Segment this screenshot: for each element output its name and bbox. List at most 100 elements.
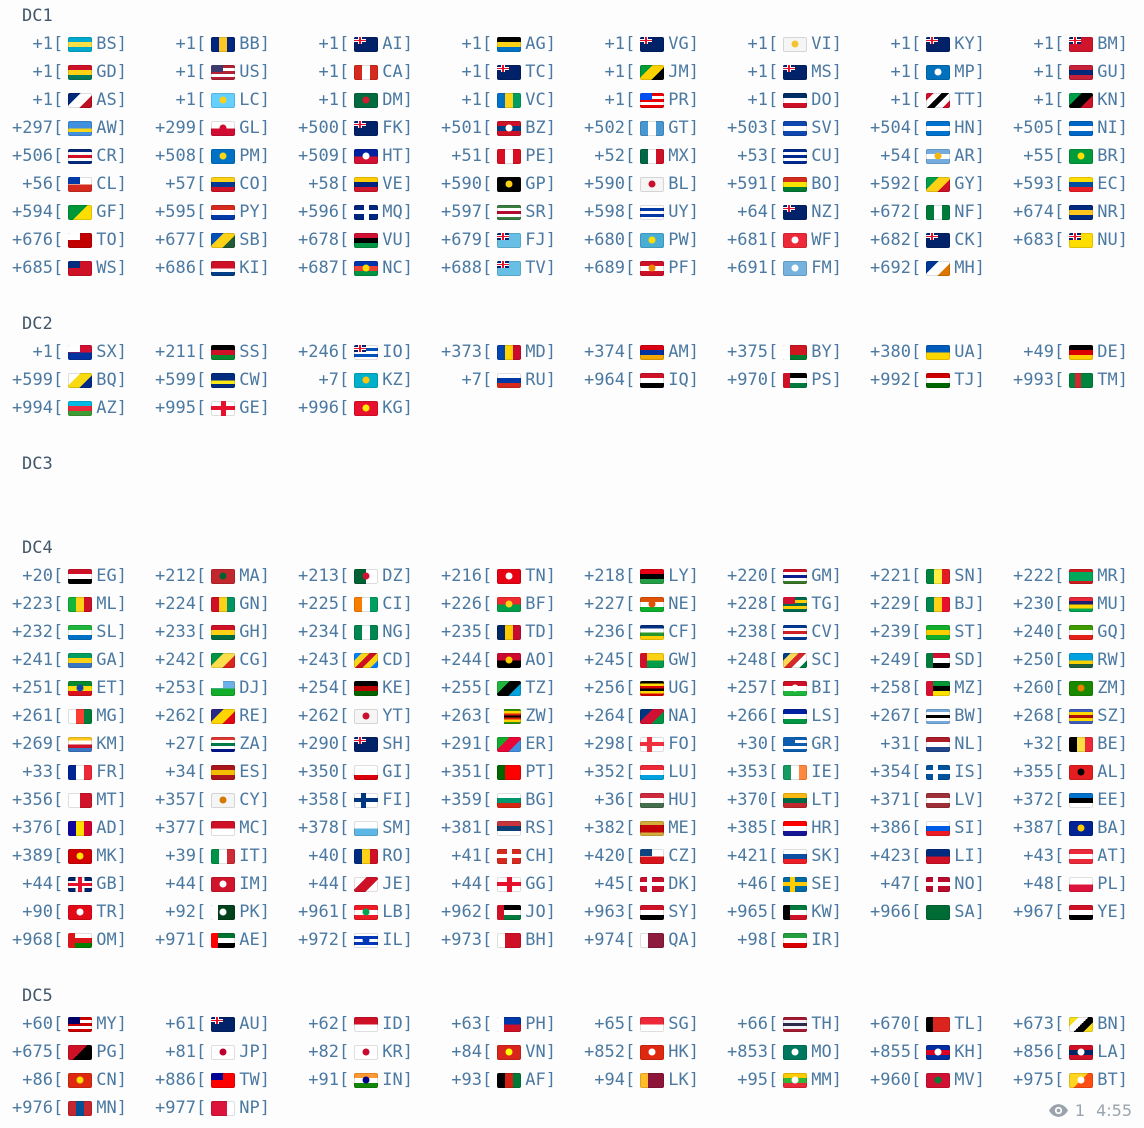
- dial-code-entry-kz[interactable]: +7[KZ]: [298, 370, 441, 390]
- dial-code-entry-fo[interactable]: +298[FO]: [584, 734, 727, 754]
- dial-code-entry-bh[interactable]: +973[BH]: [441, 930, 584, 950]
- dial-code-entry-mt[interactable]: +356[MT]: [12, 790, 155, 810]
- dial-code-entry-gd[interactable]: +1[GD]: [12, 62, 155, 82]
- dial-code-entry-bq[interactable]: +599[BQ]: [12, 370, 155, 390]
- dial-code-entry-cg[interactable]: +242[CG]: [155, 650, 298, 670]
- dial-code-entry-gf[interactable]: +594[GF]: [12, 202, 155, 222]
- dial-code-entry-lu[interactable]: +352[LU]: [584, 762, 727, 782]
- dial-code-entry-wf[interactable]: +681[WF]: [727, 230, 870, 250]
- dial-code-entry-re[interactable]: +262[RE]: [155, 706, 298, 726]
- dial-code-entry-ba[interactable]: +387[BA]: [1013, 818, 1144, 838]
- dial-code-entry-cv[interactable]: +238[CV]: [727, 622, 870, 642]
- dial-code-entry-gm[interactable]: +220[GM]: [727, 566, 870, 586]
- dial-code-entry-cd[interactable]: +243[CD]: [298, 650, 441, 670]
- dial-code-entry-ag[interactable]: +1[AG]: [441, 34, 584, 54]
- dial-code-entry-ug[interactable]: +256[UG]: [584, 678, 727, 698]
- dial-code-entry-aw[interactable]: +297[AW]: [12, 118, 155, 138]
- dial-code-entry-ps[interactable]: +970[PS]: [727, 370, 870, 390]
- dial-code-entry-mo[interactable]: +853[MO]: [727, 1042, 870, 1062]
- dial-code-entry-fr[interactable]: +33[FR]: [12, 762, 155, 782]
- dial-code-entry-se[interactable]: +46[SE]: [727, 874, 870, 894]
- dial-code-entry-vc[interactable]: +1[VC]: [441, 90, 584, 110]
- dial-code-entry-ro[interactable]: +40[RO]: [298, 846, 441, 866]
- dial-code-entry-ge[interactable]: +995[GE]: [155, 398, 298, 418]
- dial-code-entry-ki[interactable]: +686[KI]: [155, 258, 298, 278]
- dial-code-entry-sm[interactable]: +378[SM]: [298, 818, 441, 838]
- dial-code-entry-in[interactable]: +91[IN]: [298, 1070, 441, 1090]
- dial-code-entry-ph[interactable]: +63[PH]: [441, 1014, 584, 1034]
- dial-code-entry-gh[interactable]: +233[GH]: [155, 622, 298, 642]
- dial-code-entry-cf[interactable]: +236[CF]: [584, 622, 727, 642]
- dial-code-entry-ng[interactable]: +234[NG]: [298, 622, 441, 642]
- dial-code-entry-bm[interactable]: +1[BM]: [1013, 34, 1144, 54]
- dial-code-entry-nl[interactable]: +31[NL]: [870, 734, 1013, 754]
- dial-code-entry-ve[interactable]: +58[VE]: [298, 174, 441, 194]
- dial-code-entry-nc[interactable]: +687[NC]: [298, 258, 441, 278]
- dial-code-entry-us[interactable]: +1[US]: [155, 62, 298, 82]
- dial-code-entry-pf[interactable]: +689[PF]: [584, 258, 727, 278]
- dial-code-entry-is[interactable]: +354[IS]: [870, 762, 1013, 782]
- dial-code-entry-hk[interactable]: +852[HK]: [584, 1042, 727, 1062]
- dial-code-entry-ke[interactable]: +254[KE]: [298, 678, 441, 698]
- dial-code-entry-gp[interactable]: +590[GP]: [441, 174, 584, 194]
- dial-code-entry-pt[interactable]: +351[PT]: [441, 762, 584, 782]
- dial-code-entry-jm[interactable]: +1[JM]: [584, 62, 727, 82]
- dial-code-entry-na[interactable]: +264[NA]: [584, 706, 727, 726]
- dial-code-entry-gr[interactable]: +30[GR]: [727, 734, 870, 754]
- dial-code-entry-ao[interactable]: +244[AO]: [441, 650, 584, 670]
- dial-code-entry-ne[interactable]: +227[NE]: [584, 594, 727, 614]
- dial-code-entry-au[interactable]: +61[AU]: [155, 1014, 298, 1034]
- dial-code-entry-sz[interactable]: +268[SZ]: [1013, 706, 1144, 726]
- dial-code-entry-mp[interactable]: +1[MP]: [870, 62, 1013, 82]
- dial-code-entry-sg[interactable]: +65[SG]: [584, 1014, 727, 1034]
- dial-code-entry-br[interactable]: +55[BR]: [1013, 146, 1144, 166]
- dial-code-entry-fj[interactable]: +679[FJ]: [441, 230, 584, 250]
- dial-code-entry-bo[interactable]: +591[BO]: [727, 174, 870, 194]
- dial-code-entry-pm[interactable]: +508[PM]: [155, 146, 298, 166]
- dial-code-entry-tj[interactable]: +992[TJ]: [870, 370, 1013, 390]
- dial-code-entry-ee[interactable]: +372[EE]: [1013, 790, 1144, 810]
- dial-code-entry-be[interactable]: +32[BE]: [1013, 734, 1144, 754]
- dial-code-entry-cz[interactable]: +420[CZ]: [584, 846, 727, 866]
- dial-code-entry-gi[interactable]: +350[GI]: [298, 762, 441, 782]
- dial-code-entry-kn[interactable]: +1[KN]: [1013, 90, 1144, 110]
- dial-code-entry-md[interactable]: +373[MD]: [441, 342, 584, 362]
- dial-code-entry-jp[interactable]: +81[JP]: [155, 1042, 298, 1062]
- dial-code-entry-tn[interactable]: +216[TN]: [441, 566, 584, 586]
- dial-code-entry-tc[interactable]: +1[TC]: [441, 62, 584, 82]
- dial-code-entry-tz[interactable]: +255[TZ]: [441, 678, 584, 698]
- dial-code-entry-et[interactable]: +251[ET]: [12, 678, 155, 698]
- dial-code-entry-af[interactable]: +93[AF]: [441, 1070, 584, 1090]
- dial-code-entry-tm[interactable]: +993[TM]: [1013, 370, 1144, 390]
- dial-code-entry-pr[interactable]: +1[PR]: [584, 90, 727, 110]
- dial-code-entry-zw[interactable]: +263[ZW]: [441, 706, 584, 726]
- dial-code-entry-az[interactable]: +994[AZ]: [12, 398, 155, 418]
- dial-code-entry-sk[interactable]: +421[SK]: [727, 846, 870, 866]
- dial-code-entry-ir[interactable]: +98[IR]: [727, 930, 870, 950]
- dial-code-entry-ec[interactable]: +593[EC]: [1013, 174, 1144, 194]
- dial-code-entry-gq[interactable]: +240[GQ]: [1013, 622, 1144, 642]
- dial-code-entry-ae[interactable]: +971[AE]: [155, 930, 298, 950]
- dial-code-entry-as[interactable]: +1[AS]: [12, 90, 155, 110]
- dial-code-entry-ch[interactable]: +41[CH]: [441, 846, 584, 866]
- dial-code-entry-vn[interactable]: +84[VN]: [441, 1042, 584, 1062]
- dial-code-entry-pk[interactable]: +92[PK]: [155, 902, 298, 922]
- dial-code-entry-ck[interactable]: +682[CK]: [870, 230, 1013, 250]
- dial-code-entry-ca[interactable]: +1[CA]: [298, 62, 441, 82]
- dial-code-entry-bn[interactable]: +673[BN]: [1013, 1014, 1144, 1034]
- dial-code-entry-sn[interactable]: +221[SN]: [870, 566, 1013, 586]
- dial-code-entry-io[interactable]: +246[IO]: [298, 342, 441, 362]
- dial-code-entry-rw[interactable]: +250[RW]: [1013, 650, 1144, 670]
- dial-code-entry-mz[interactable]: +258[MZ]: [870, 678, 1013, 698]
- dial-code-entry-ni[interactable]: +505[NI]: [1013, 118, 1144, 138]
- dial-code-entry-er[interactable]: +291[ER]: [441, 734, 584, 754]
- dial-code-entry-ss[interactable]: +211[SS]: [155, 342, 298, 362]
- dial-code-entry-sa[interactable]: +966[SA]: [870, 902, 1013, 922]
- dial-code-entry-nz[interactable]: +64[NZ]: [727, 202, 870, 222]
- dial-code-entry-ua[interactable]: +380[UA]: [870, 342, 1013, 362]
- dial-code-entry-bb[interactable]: +1[BB]: [155, 34, 298, 54]
- dial-code-entry-vu[interactable]: +678[VU]: [298, 230, 441, 250]
- dial-code-entry-gy[interactable]: +592[GY]: [870, 174, 1013, 194]
- dial-code-entry-eg[interactable]: +20[EG]: [12, 566, 155, 586]
- dial-code-entry-bz[interactable]: +501[BZ]: [441, 118, 584, 138]
